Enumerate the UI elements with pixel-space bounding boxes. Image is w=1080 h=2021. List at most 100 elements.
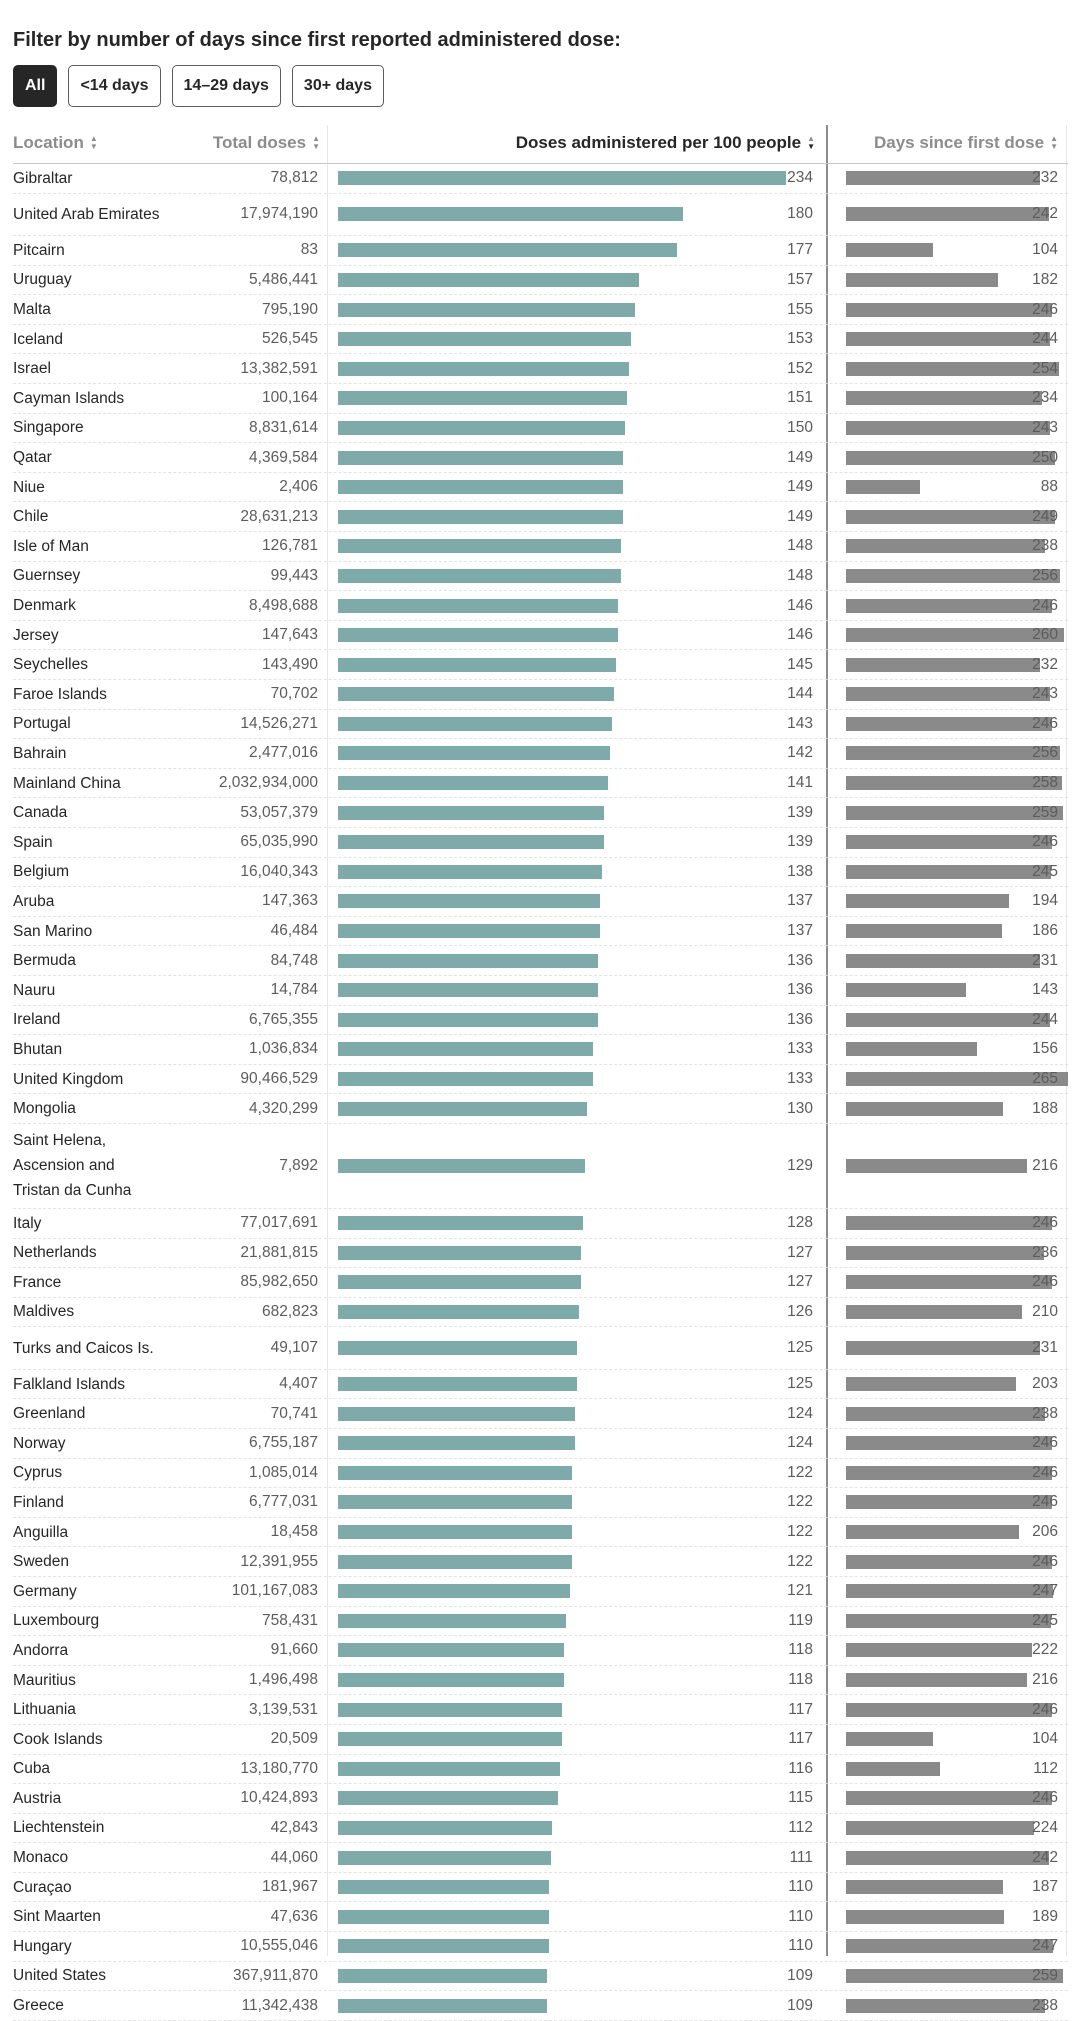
doses-per-100-bar xyxy=(338,835,605,850)
table-row: Hungary 10,555,046 110 247 xyxy=(13,1932,1068,1962)
table-row: Gibraltar 78,812 234 232 xyxy=(13,164,1068,194)
doses-per-100-bar xyxy=(338,1761,561,1776)
doses-per-100-bar xyxy=(338,568,622,583)
total-doses-cell: 147,643 xyxy=(261,626,318,644)
total-doses-cell: 20,509 xyxy=(270,1730,318,1748)
days-since-first-dose-label: 104 xyxy=(1032,241,1058,259)
total-doses-cell: 367,911,870 xyxy=(232,1966,318,1984)
doses-per-100-label: 129 xyxy=(787,1156,813,1174)
filter-all-button[interactable]: All xyxy=(13,65,58,107)
days-since-first-dose-label: 156 xyxy=(1032,1040,1058,1058)
days-since-first-dose-bar xyxy=(846,1042,977,1057)
days-since-first-dose-bar xyxy=(846,746,1061,761)
days-since-first-dose-label: 243 xyxy=(1032,418,1058,436)
days-since-first-dose-label: 143 xyxy=(1032,981,1058,999)
location-cell: Chile xyxy=(13,508,49,526)
filter-30-plus-days-button[interactable]: 30+ days xyxy=(291,65,384,107)
days-since-first-dose-label: 246 xyxy=(1032,1552,1058,1570)
doses-per-100-bar xyxy=(338,1791,559,1806)
total-doses-cell: 526,545 xyxy=(261,330,318,348)
doses-per-100-label: 111 xyxy=(789,1848,813,1866)
sort-total-doses-header[interactable]: Total doses ▲ ▼ xyxy=(213,133,320,153)
location-cell: Jersey xyxy=(13,626,59,644)
sort-location-header[interactable]: Location ▲ ▼ xyxy=(13,133,98,153)
sort-up-icon: ▲ xyxy=(89,134,98,143)
total-doses-cell: 6,755,187 xyxy=(249,1434,318,1452)
location-cell: Canada xyxy=(13,804,68,822)
days-since-first-dose-bar xyxy=(846,539,1046,554)
table-row: Chile 28,631,213 149 249 xyxy=(13,502,1068,533)
doses-per-100-bar xyxy=(338,1042,593,1057)
filter-14-29-days-button[interactable]: 14–29 days xyxy=(171,65,281,107)
sort-days-since-first-dose-header[interactable]: Days since first dose ▲ ▼ xyxy=(874,133,1058,153)
days-since-first-dose-label: 246 xyxy=(1032,1273,1058,1291)
doses-per-100-bar xyxy=(338,420,626,435)
doses-per-100-label: 117 xyxy=(788,1700,813,1718)
days-since-first-dose-bar xyxy=(846,1673,1027,1688)
total-doses-cell: 6,765,355 xyxy=(249,1010,318,1028)
total-doses-cell: 42,843 xyxy=(270,1818,318,1836)
days-since-first-dose-bar xyxy=(846,628,1064,643)
total-doses-cell: 3,139,531 xyxy=(249,1700,318,1718)
days-since-first-dose-bar xyxy=(846,1939,1053,1954)
doses-per-100-label: 143 xyxy=(787,714,813,732)
location-cell: Luxembourg xyxy=(13,1612,100,1630)
table-row: Malta 795,190 155 246 xyxy=(13,295,1068,325)
table-row: Monaco 44,060 111 242 xyxy=(13,1843,1068,1873)
table-row: Turks and Caicos Is. 49,107 125 231 xyxy=(13,1327,1068,1370)
doses-per-100-bar xyxy=(338,1820,553,1835)
doses-per-100-label: 127 xyxy=(787,1243,813,1261)
doses-per-100-label: 136 xyxy=(787,981,813,999)
sort-arrows-icon: ▲ ▼ xyxy=(312,135,320,151)
doses-per-100-label: 121 xyxy=(787,1582,813,1600)
table-row: Spain 65,035,990 139 246 xyxy=(13,828,1068,858)
sort-doses-per-100-header[interactable]: Doses administered per 100 people ▲ ▼ xyxy=(516,133,815,153)
location-cell: Finland xyxy=(13,1493,64,1511)
table-row: Norway 6,755,187 124 246 xyxy=(13,1429,1068,1459)
doses-per-100-bar xyxy=(338,391,628,406)
total-doses-cell: 2,406 xyxy=(279,478,318,496)
total-doses-cell: 758,431 xyxy=(261,1611,318,1629)
doses-per-100-bar xyxy=(338,1968,547,1983)
days-since-first-dose-bar xyxy=(846,1643,1032,1658)
days-since-first-dose-bar xyxy=(846,924,1002,939)
days-since-first-dose-label: 188 xyxy=(1032,1099,1058,1117)
location-cell: Singapore xyxy=(13,419,84,437)
location-cell: Cook Islands xyxy=(13,1730,103,1748)
doses-per-100-label: 119 xyxy=(788,1611,813,1629)
sort-up-icon: ▲ xyxy=(1050,134,1058,143)
days-since-first-dose-label: 247 xyxy=(1032,1582,1058,1600)
days-since-first-dose-bar xyxy=(846,805,1063,820)
days-since-first-dose-label: 245 xyxy=(1032,862,1058,880)
days-since-first-dose-label: 234 xyxy=(1032,389,1058,407)
doses-per-100-label: 133 xyxy=(787,1070,813,1088)
days-since-first-dose-label: 231 xyxy=(1032,1339,1058,1357)
days-since-first-dose-bar xyxy=(846,598,1053,613)
location-cell: Mauritius xyxy=(13,1671,76,1689)
days-since-first-dose-label: 245 xyxy=(1032,1611,1058,1629)
doses-per-100-label: 110 xyxy=(788,1907,813,1925)
doses-per-100-label: 116 xyxy=(788,1759,813,1777)
table-row: Greenland 70,741 124 238 xyxy=(13,1399,1068,1429)
total-doses-cell: 83 xyxy=(300,241,318,259)
total-doses-cell: 10,424,893 xyxy=(240,1789,318,1807)
days-since-first-dose-bar xyxy=(846,1245,1044,1260)
doses-per-100-label: 122 xyxy=(787,1463,813,1481)
filter-under-14-days-button[interactable]: <14 days xyxy=(68,65,161,107)
table-row: Portugal 14,526,271 143 246 xyxy=(13,710,1068,740)
total-doses-cell: 70,741 xyxy=(270,1404,318,1422)
doses-per-100-label: 126 xyxy=(787,1302,813,1320)
days-since-first-dose-label: 247 xyxy=(1032,1937,1058,1955)
days-since-first-dose-label: 258 xyxy=(1032,774,1058,792)
table-row: Cyprus 1,085,014 122 246 xyxy=(13,1459,1068,1489)
days-since-first-dose-bar xyxy=(846,1101,1004,1116)
doses-per-100-bar xyxy=(338,480,624,495)
location-cell: Hungary xyxy=(13,1937,72,1955)
sort-down-icon: ▼ xyxy=(807,142,815,151)
location-cell: Gibraltar xyxy=(13,169,73,187)
table-row: Mauritius 1,496,498 118 216 xyxy=(13,1666,1068,1696)
doses-per-100-bar xyxy=(338,171,786,186)
days-since-first-dose-label: 238 xyxy=(1032,1404,1058,1422)
doses-per-100-label: 149 xyxy=(787,448,813,466)
days-since-first-dose-bar xyxy=(846,1761,940,1776)
